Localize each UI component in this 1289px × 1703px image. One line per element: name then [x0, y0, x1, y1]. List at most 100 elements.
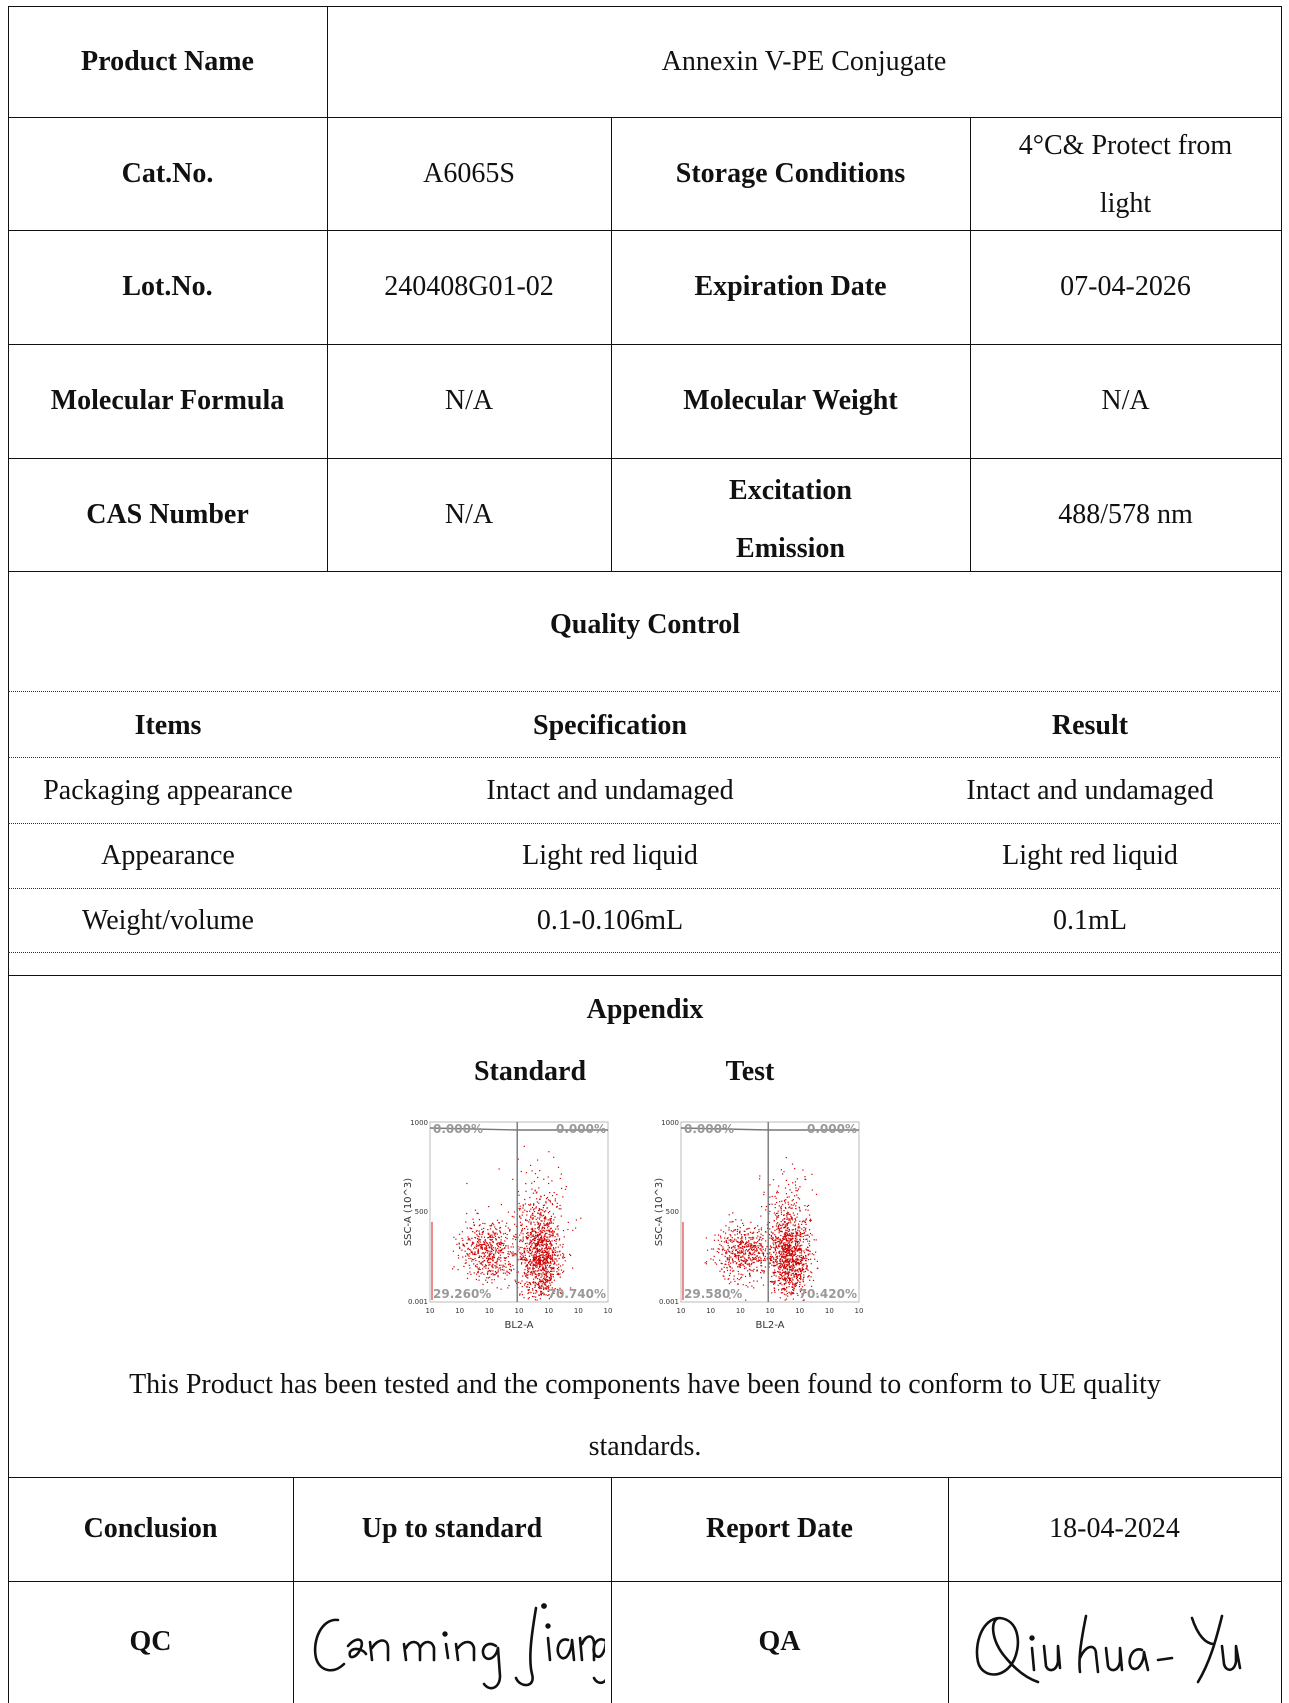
- data-point: [536, 1251, 539, 1253]
- data-point: [726, 1237, 728, 1240]
- data-point: [791, 1266, 793, 1268]
- data-point: [787, 1250, 789, 1252]
- data-point: [795, 1284, 797, 1286]
- data-point: [721, 1248, 724, 1250]
- data-point: [521, 1214, 523, 1216]
- data-point: [552, 1222, 554, 1224]
- data-point: [776, 1262, 778, 1264]
- data-point: [510, 1269, 512, 1271]
- data-point: [792, 1264, 795, 1267]
- data-point: [530, 1215, 532, 1217]
- data-point: [798, 1225, 800, 1227]
- data-point: [787, 1201, 789, 1203]
- data-point: [787, 1264, 789, 1266]
- data-point: [475, 1237, 477, 1239]
- molecular-formula-value: N/A: [444, 385, 494, 417]
- data-point: [737, 1228, 739, 1230]
- data-point: [792, 1298, 794, 1300]
- data-point: [794, 1269, 796, 1271]
- data-point: [739, 1263, 741, 1265]
- data-point: [551, 1244, 553, 1246]
- data-point: [499, 1243, 501, 1245]
- data-point: [809, 1250, 811, 1252]
- data-point: [773, 1258, 775, 1260]
- data-point: [551, 1273, 553, 1275]
- data-point: [484, 1247, 486, 1249]
- data-point: [469, 1267, 471, 1269]
- data-point: [798, 1267, 800, 1270]
- data-point: [533, 1204, 535, 1206]
- data-point: [785, 1246, 787, 1248]
- qc-dotted-line: [8, 757, 1282, 758]
- data-point: [744, 1258, 746, 1260]
- data-point: [781, 1249, 784, 1251]
- data-point: [534, 1247, 536, 1249]
- data-point: [472, 1243, 474, 1245]
- data-point: [518, 1207, 520, 1209]
- data-point: [774, 1249, 777, 1251]
- data-point: [537, 1270, 539, 1272]
- data-point: [477, 1249, 479, 1251]
- data-point: [552, 1276, 554, 1278]
- data-point: [545, 1244, 547, 1246]
- data-point: [782, 1248, 785, 1250]
- data-point: [735, 1257, 737, 1259]
- data-point: [495, 1265, 497, 1267]
- data-point: [559, 1276, 561, 1278]
- data-point: [809, 1245, 811, 1247]
- data-point: [487, 1257, 490, 1259]
- data-point: [778, 1252, 780, 1254]
- data-point: [776, 1218, 778, 1220]
- data-point: [745, 1249, 747, 1251]
- data-point: [492, 1259, 494, 1261]
- data-point: [550, 1273, 552, 1275]
- data-point: [772, 1233, 774, 1235]
- data-point: [753, 1249, 755, 1251]
- data-point: [748, 1241, 750, 1243]
- data-point: [722, 1246, 724, 1248]
- data-point: [473, 1224, 475, 1226]
- row-line: [8, 1477, 1282, 1478]
- data-point: [466, 1253, 468, 1255]
- data-point: [499, 1242, 501, 1244]
- data-point: [736, 1233, 738, 1235]
- data-point: [509, 1273, 511, 1275]
- data-point: [504, 1263, 506, 1265]
- data-point: [503, 1233, 505, 1235]
- data-point: [752, 1259, 754, 1261]
- data-point: [533, 1203, 535, 1205]
- data-point: [777, 1270, 779, 1273]
- data-point: [531, 1217, 533, 1219]
- data-point: [775, 1236, 777, 1238]
- data-point: [546, 1270, 548, 1272]
- data-point: [806, 1265, 808, 1267]
- data-point: [793, 1288, 795, 1290]
- data-point: [494, 1274, 496, 1276]
- data-point: [543, 1256, 545, 1259]
- data-point: [556, 1268, 559, 1270]
- data-point: [529, 1242, 531, 1244]
- data-point: [551, 1180, 553, 1182]
- data-point: [786, 1244, 788, 1246]
- data-point: [791, 1235, 794, 1237]
- data-point: [781, 1259, 783, 1261]
- data-point: [809, 1214, 811, 1216]
- data-point: [502, 1244, 504, 1246]
- data-point: [536, 1249, 538, 1251]
- data-point: [775, 1225, 777, 1227]
- data-point: [519, 1239, 521, 1241]
- data-point: [733, 1229, 735, 1231]
- data-point: [538, 1255, 540, 1258]
- data-point: [773, 1290, 776, 1292]
- data-point: [535, 1231, 537, 1233]
- data-point: [548, 1257, 550, 1259]
- data-point: [801, 1221, 803, 1223]
- data-point: [522, 1238, 524, 1240]
- data-point: [531, 1288, 534, 1290]
- data-point: [491, 1250, 493, 1252]
- data-point: [779, 1266, 781, 1268]
- data-point: [531, 1270, 533, 1273]
- data-point: [514, 1238, 517, 1241]
- data-point: [793, 1246, 795, 1248]
- data-point: [787, 1282, 790, 1284]
